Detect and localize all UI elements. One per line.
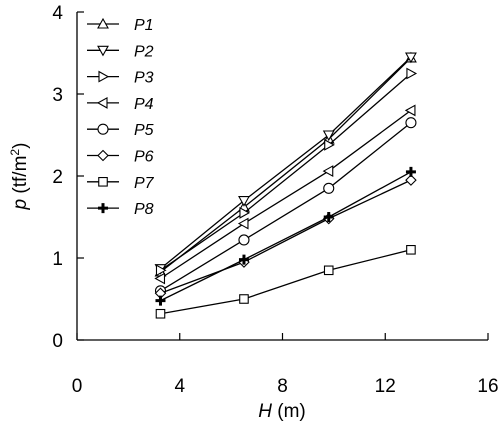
point-p3-0 bbox=[155, 264, 167, 277]
legend-marker-p5 bbox=[97, 123, 109, 135]
point-p4-0 bbox=[154, 272, 166, 285]
series-p5 bbox=[154, 117, 417, 297]
y-axis-unit-sup: 2 bbox=[8, 149, 22, 156]
series-p4 bbox=[154, 104, 416, 285]
legend-label-p7: P7 bbox=[134, 175, 155, 192]
x-axis-var: H bbox=[258, 401, 272, 422]
legend-marker-p4 bbox=[96, 96, 108, 109]
legend-marker-p1 bbox=[97, 17, 109, 29]
y-tick-label-0: 0 bbox=[52, 331, 63, 352]
point-p5-2 bbox=[323, 182, 335, 194]
legend-label-p2: P2 bbox=[134, 43, 154, 60]
legend: P1 P2 P3 P4 P5 P6 P7 P8 bbox=[87, 17, 155, 218]
x-tick-label-3: 12 bbox=[375, 376, 396, 397]
legend-item-p1: P1 bbox=[87, 17, 154, 34]
point-p2-2 bbox=[322, 130, 335, 142]
series-line-p2 bbox=[160, 56, 412, 270]
x-tick-label-0: 0 bbox=[72, 376, 83, 397]
y-axis-unit-pre: (tf/m bbox=[10, 156, 31, 199]
point-p5-1 bbox=[238, 234, 250, 246]
point-p4-1 bbox=[237, 217, 249, 230]
legend-item-p7: P7 bbox=[87, 175, 155, 192]
series-line-p5 bbox=[160, 122, 412, 292]
y-tick-label-2: 2 bbox=[52, 167, 63, 188]
legend-item-p4: P4 bbox=[87, 96, 154, 113]
legend-item-p6: P6 bbox=[87, 149, 154, 166]
series-layer bbox=[154, 51, 418, 319]
point-p7-1 bbox=[239, 294, 249, 304]
y-axis-unit-post: ) bbox=[10, 143, 31, 149]
y-tick-label-1: 1 bbox=[52, 249, 63, 270]
legend-label-p5: P5 bbox=[134, 122, 154, 139]
y-axis-title: p (tf/m2) bbox=[8, 143, 31, 211]
legend-label-p3: P3 bbox=[134, 70, 154, 87]
legend-label-p1: P1 bbox=[134, 17, 154, 34]
series-p8 bbox=[155, 166, 416, 306]
x-tick-label-2: 8 bbox=[277, 376, 288, 397]
legend-item-p5: P5 bbox=[87, 122, 154, 139]
series-line-p7 bbox=[160, 249, 412, 315]
legend-item-p2: P2 bbox=[87, 43, 154, 60]
point-p7-2 bbox=[323, 265, 334, 276]
x-tick-label-4: 16 bbox=[477, 376, 498, 397]
point-p2-3 bbox=[405, 52, 417, 64]
legend-marker-p3 bbox=[98, 70, 110, 83]
series-line-p1 bbox=[160, 57, 412, 273]
series-line-p4 bbox=[160, 109, 412, 280]
series-p6 bbox=[154, 174, 417, 300]
legend-item-p8: P8 bbox=[87, 201, 154, 218]
point-p3-2 bbox=[324, 138, 335, 151]
point-p6-3 bbox=[405, 174, 417, 186]
legend-item-p3: P3 bbox=[87, 70, 154, 87]
series-p1 bbox=[154, 51, 417, 277]
legend-marker-p7 bbox=[98, 177, 108, 187]
point-p8-3 bbox=[405, 166, 416, 177]
legend-marker-p8 bbox=[98, 203, 108, 214]
point-p8-1 bbox=[238, 254, 249, 265]
y-axis-var: p bbox=[10, 199, 31, 211]
series-p3 bbox=[155, 67, 418, 277]
legend-marker-p6 bbox=[97, 149, 109, 162]
series-p7 bbox=[155, 245, 416, 319]
legend-label-p8: P8 bbox=[134, 201, 154, 218]
point-p4-3 bbox=[404, 104, 416, 117]
point-p7-3 bbox=[406, 245, 416, 255]
x-axis-title: H (m) bbox=[258, 401, 306, 422]
point-p7-0 bbox=[155, 308, 166, 319]
series-line-p8 bbox=[160, 171, 412, 302]
point-p3-1 bbox=[239, 206, 251, 219]
point-p2-1 bbox=[238, 196, 250, 207]
y-tick-label-3: 3 bbox=[52, 85, 63, 106]
x-tick-label-1: 4 bbox=[174, 376, 185, 397]
legend-label-p4: P4 bbox=[134, 96, 154, 113]
series-line-p3 bbox=[160, 73, 412, 271]
legend-marker-p2 bbox=[97, 45, 109, 57]
series-line-p6 bbox=[160, 179, 412, 294]
point-p8-2 bbox=[323, 212, 334, 222]
point-p5-3 bbox=[405, 117, 417, 129]
x-axis-unit: (m) bbox=[272, 401, 306, 422]
point-p3-3 bbox=[406, 67, 418, 80]
legend-label-p6: P6 bbox=[134, 149, 154, 166]
point-p4-2 bbox=[322, 165, 334, 178]
point-p8-0 bbox=[155, 295, 166, 306]
y-tick-label-4: 4 bbox=[52, 3, 63, 24]
